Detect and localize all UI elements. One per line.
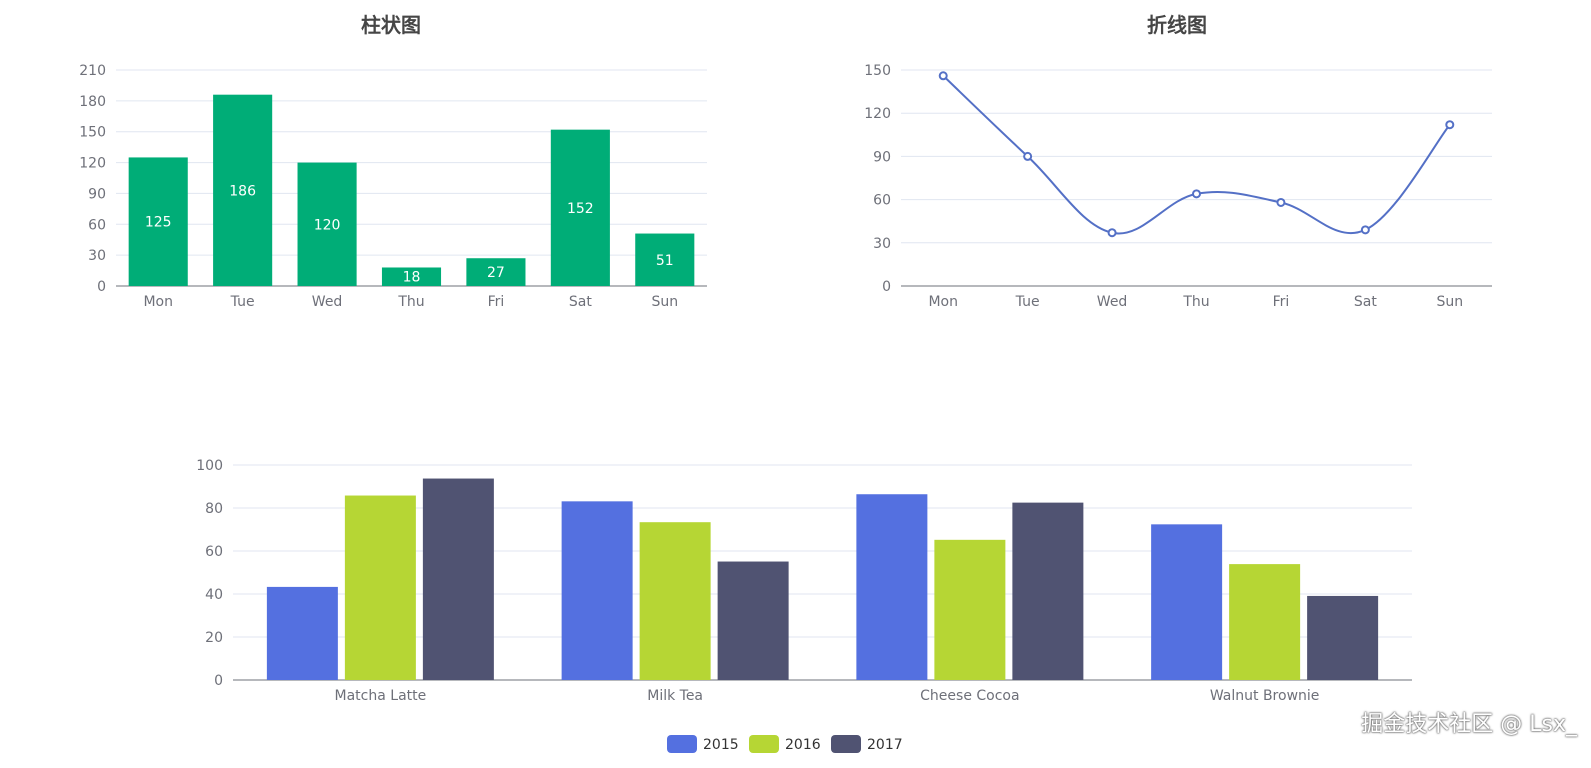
x-tick-label: Cheese Cocoa [920,688,1019,704]
legend-swatch-2015 [667,735,697,753]
line-point [1360,225,1370,235]
legend-label: 2016 [785,737,821,753]
bar-2016 [934,539,1006,680]
bar-data-label: 186 [229,183,256,199]
watermark-text: 掘金技术社区 @ Lsx_ [1361,712,1577,737]
x-tick-label: Thu [397,294,424,310]
bar [550,129,610,286]
y-tick-label: 30 [873,236,891,252]
x-tick-label: Fri [1273,294,1290,310]
x-tick-label: Tue [1015,294,1040,310]
y-tick-label: 90 [88,186,106,202]
y-tick-label: 40 [205,587,223,603]
x-tick-label: Sun [651,294,678,310]
bar-data-label: 152 [567,201,594,217]
y-tick-label: 210 [79,63,106,79]
bar-2015 [1151,524,1223,680]
x-tick-label: Milk Tea [647,688,703,704]
y-tick-label: 80 [205,501,223,517]
chart-title-1: 柱状图 [361,13,421,37]
bar-data-label: 120 [314,217,341,233]
line-point [1107,228,1117,238]
bar-2016 [344,495,416,680]
bar [466,258,526,286]
line-point [1276,197,1286,207]
bar-data-label: 18 [403,270,421,286]
y-tick-label: 20 [205,630,223,646]
y-tick-label: 180 [79,94,106,110]
bar [635,233,695,286]
bar-2015 [856,494,928,680]
bar-2017 [717,561,789,680]
bar-2016 [639,522,711,680]
line-point [1192,189,1201,199]
chart-title-2: 折线图 [1147,13,1207,37]
y-tick-label: 150 [864,63,891,79]
x-tick-label: Fri [488,294,505,310]
legend-swatch-2017 [831,735,861,753]
bar-2015 [561,501,633,680]
line-point [938,71,948,81]
y-tick-label: 150 [79,125,106,141]
x-tick-label: Sat [569,294,592,310]
x-tick-label: Sat [1354,294,1377,310]
x-tick-label: Mon [928,294,958,310]
x-tick-label: Tue [230,294,255,310]
y-tick-label: 90 [873,149,891,165]
line-point [1023,151,1033,161]
legend-label: 2017 [867,737,903,753]
y-tick-label: 120 [79,156,106,172]
x-tick-label: Sun [1436,294,1463,310]
bar [128,157,188,286]
bar-2017 [1012,502,1084,680]
y-tick-label: 60 [205,544,223,560]
bar-data-label: 51 [656,253,674,269]
bar-data-label: 27 [487,265,505,281]
x-tick-label: Matcha Latte [335,688,427,704]
y-tick-label: 0 [97,279,106,295]
bar [213,94,273,286]
bar-2017 [422,478,494,680]
y-tick-label: 100 [196,458,223,474]
y-tick-label: 0 [882,279,891,295]
bar-2015 [266,586,338,680]
y-tick-label: 30 [88,248,106,264]
x-tick-label: Wed [1097,294,1128,310]
line-series [942,75,1451,235]
bar-2017 [1307,595,1379,680]
legend-label: 2015 [703,737,739,753]
x-tick-label: Mon [143,294,173,310]
x-tick-label: Wed [312,294,343,310]
legend-swatch-2016 [749,735,779,753]
y-tick-label: 60 [88,217,106,233]
y-tick-label: 120 [864,106,891,122]
line-point [1445,120,1455,130]
y-tick-label: 0 [214,673,223,689]
x-tick-label: Walnut Brownie [1210,688,1320,704]
bar [381,267,442,286]
x-tick-label: Thu [1182,294,1209,310]
bar-data-label: 125 [145,215,172,231]
bar [297,162,357,286]
bar-2016 [1229,564,1301,680]
y-tick-label: 60 [873,193,891,209]
